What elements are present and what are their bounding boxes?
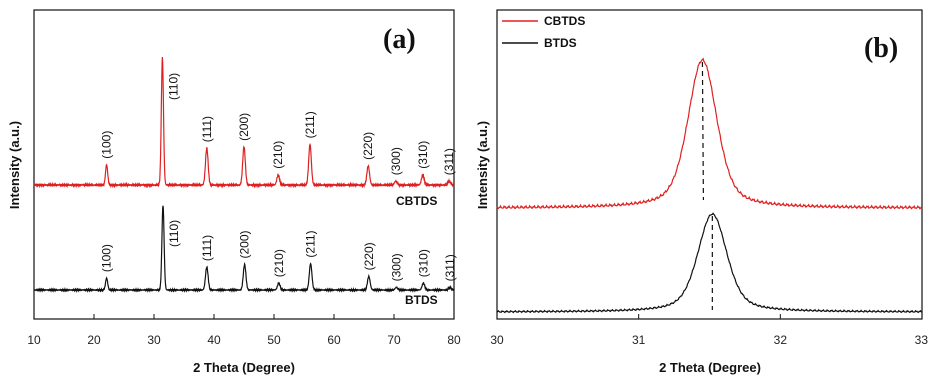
panel-a-label: (a): [383, 24, 416, 55]
a-x-tick-label-3: 40: [207, 333, 221, 347]
legend-label-btds: BTDS: [544, 36, 577, 50]
a-peak-label-btds-9: (311): [443, 254, 457, 281]
a-curve-cbtds: [33, 57, 455, 189]
a-peak-label-cbtds-9: (311): [442, 148, 456, 175]
a-curve-btds: [33, 205, 455, 293]
panel-a-curves: [33, 57, 455, 293]
a-peak-label-cbtds-0: (100): [100, 131, 114, 159]
panel-b: 30 31 32 33 CBTDS BTDS (b) 2 Theta (Degree)…: [475, 9, 928, 375]
a-peak-label-cbtds-3: (200): [237, 113, 251, 141]
a-peak-label-cbtds-5: (211): [303, 111, 317, 138]
panel-b-x-axis-title: 2 Theta (Degree): [659, 360, 761, 375]
a-x-tick-label-2: 30: [147, 333, 161, 347]
panel-b-frame: [496, 9, 923, 320]
a-peak-label-btds-1: (110): [167, 220, 181, 247]
b-x-tick-label-2: 32: [774, 333, 788, 347]
a-peak-label-cbtds-4: (210): [271, 141, 285, 169]
b-curve-cbtds: [496, 57, 923, 210]
a-x-tick-label-6: 70: [387, 333, 401, 347]
a-x-tick-label-1: 20: [87, 333, 101, 347]
panel-a-series-label-btds: BTDS: [405, 293, 438, 307]
panel-a-y-axis-title: Intensity (a.u.): [7, 121, 22, 209]
a-peak-label-btds-5: (211): [304, 230, 318, 257]
panel-b-y-axis-title: Intensity (a.u.): [475, 121, 490, 209]
a-peak-label-btds-2: (111): [200, 235, 214, 261]
b-x-tick-label-1: 31: [632, 333, 646, 347]
a-peak-label-btds-7: (300): [389, 253, 403, 281]
panel-a-peak-labels: (100) (110) (111) (200) (210) (211) (220) (300)…: [100, 73, 457, 282]
a-x-tick-label-4: 50: [267, 333, 281, 347]
b-x-tick-label-0: 30: [490, 333, 504, 347]
a-peak-label-btds-3: (200): [238, 230, 252, 258]
a-peak-label-btds-8: (310): [416, 249, 430, 277]
panel-b-legend: CBTDS BTDS: [502, 14, 585, 50]
a-x-tick-label-5: 60: [327, 333, 341, 347]
b-curve-btds: [496, 212, 923, 314]
panel-b-x-ticks: 30 31 32 33: [490, 314, 928, 347]
panel-a-x-ticks: 10 20 30 40 50 60 70 80: [27, 314, 461, 347]
a-peak-label-cbtds-8: (310): [416, 141, 430, 169]
panel-a-series-label-cbtds: CBTDS: [396, 194, 437, 208]
a-peak-label-btds-4: (210): [272, 249, 286, 277]
peak-marker-cbtds: [701, 61, 705, 201]
a-peak-label-cbtds-2: (111): [200, 116, 214, 142]
a-peak-label-cbtds-1: (110): [166, 73, 180, 100]
a-x-tick-label-7: 80: [447, 333, 461, 347]
panel-b-label: (b): [864, 33, 898, 64]
b-x-tick-label-3: 33: [915, 333, 929, 347]
a-x-tick-label-0: 10: [27, 333, 41, 347]
a-peak-label-btds-6: (220): [362, 242, 376, 270]
panel-a-x-axis-title: 2 Theta (Degree): [193, 360, 295, 375]
a-peak-label-cbtds-6: (220): [361, 132, 375, 160]
panel-a-frame: [33, 9, 455, 320]
legend-label-cbtds: CBTDS: [544, 14, 585, 28]
panel-b-curves: [496, 57, 923, 314]
panel-a: 10 20 30 40 50 60 70 80 (100) (110) (111) (200) (21…: [7, 9, 461, 375]
a-peak-label-btds-0: (100): [100, 244, 114, 272]
a-peak-label-cbtds-7: (300): [389, 147, 403, 175]
